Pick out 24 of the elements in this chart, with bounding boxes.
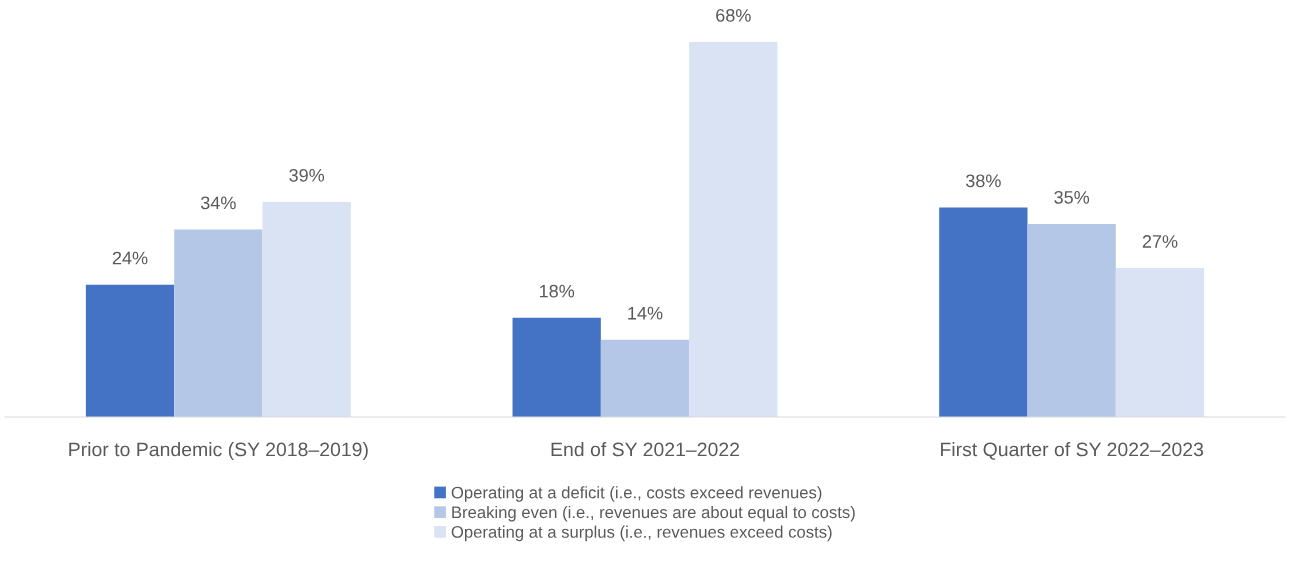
bar xyxy=(1027,223,1116,417)
x-tick-label: Prior to Pandemic (SY 2018–2019) xyxy=(69,442,368,461)
data-label: 34% xyxy=(200,196,236,210)
legend-label: Operating at a surplus (i.e., revenues exceed costs) xyxy=(451,525,832,542)
data-label: 14% xyxy=(628,306,663,320)
bar xyxy=(600,339,690,417)
bar xyxy=(689,42,778,417)
x-tick-label: End of SY 2021–2022 xyxy=(551,442,739,457)
bar xyxy=(85,284,175,417)
data-label: 35% xyxy=(1054,190,1090,204)
bar xyxy=(512,317,601,417)
bar xyxy=(174,229,263,417)
data-label: 39% xyxy=(289,168,325,182)
data-label: 27% xyxy=(1142,235,1178,248)
x-tick-label: First Quarter of SY 2022–2023 xyxy=(941,442,1204,460)
bar xyxy=(262,201,351,417)
data-label: 18% xyxy=(539,284,575,298)
data-label: 68% xyxy=(716,8,751,22)
data-label: 24% xyxy=(112,251,148,265)
data-label: 38% xyxy=(965,174,1001,188)
bar xyxy=(1115,268,1205,417)
bar xyxy=(939,207,1028,417)
legend-label: Breaking even (i.e., revenues are about equal to costs) xyxy=(452,505,855,522)
legend-label: Operating at a deficit (i.e., costs exceed revenues) xyxy=(451,486,822,502)
